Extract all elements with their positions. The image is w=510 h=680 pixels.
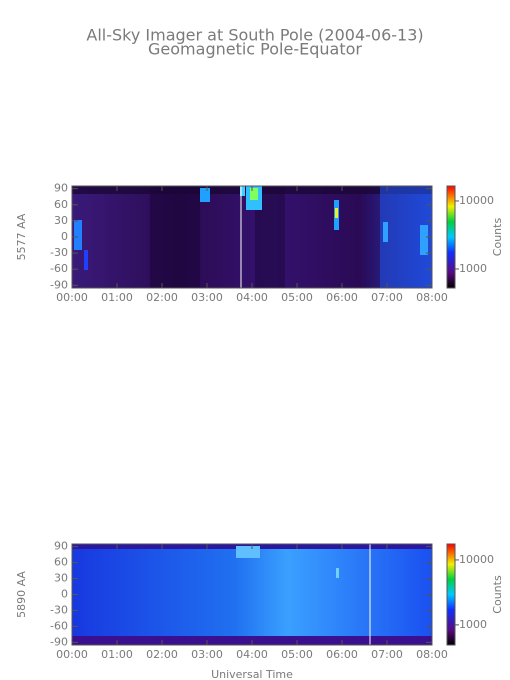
x-tick-label: 05:00 (281, 648, 313, 661)
x-tick-label: 08:00 (416, 291, 448, 304)
colorbar (447, 186, 455, 288)
colorbar-label: Counts (491, 575, 504, 614)
y-tick-label: -60 (50, 262, 68, 275)
keogram-2 (72, 544, 432, 645)
y-tick-label: 60 (54, 198, 68, 211)
colorbar-label: Counts (491, 218, 504, 257)
x-tick-label: 05:00 (281, 291, 313, 304)
y-axis-label: 5890 AA (15, 571, 28, 618)
keogram-1 (72, 186, 432, 288)
y-tick-label: 30 (54, 572, 68, 585)
y-tick-label: -90 (50, 278, 68, 291)
y-tick-label: 60 (54, 556, 68, 569)
colorbar-frame (446, 543, 456, 646)
x-tick-label: 00:00 (56, 648, 88, 661)
colorbar-tick-label: 10000 (459, 194, 494, 207)
subtitle: Geomagnetic Pole-Equator (148, 40, 362, 59)
x-tick-label: 07:00 (371, 291, 403, 304)
x-tick-label: 04:00 (236, 291, 268, 304)
x-axis-label: Universal Time (211, 668, 293, 680)
x-tick-label: 01:00 (101, 648, 133, 661)
x-tick-label: 06:00 (326, 291, 358, 304)
colorbar-tick-label: 1000 (459, 262, 487, 275)
colorbar-frame (446, 185, 456, 289)
x-tick-label: 01:00 (101, 291, 133, 304)
y-tick-label: 0 (61, 588, 68, 601)
y-tick-label: -30 (50, 246, 68, 259)
colorbar-tick-label: 1000 (459, 618, 487, 631)
x-tick-label: 02:00 (146, 291, 178, 304)
colorbar (447, 544, 455, 645)
y-tick-label: 30 (54, 214, 68, 227)
y-tick-label: 0 (61, 230, 68, 243)
x-tick-label: 00:00 (56, 291, 88, 304)
x-tick-label: 02:00 (146, 648, 178, 661)
y-tick-label: 90 (54, 540, 68, 553)
y-tick-label: -60 (50, 619, 68, 632)
colorbar-tick-label: 10000 (459, 553, 494, 566)
y-axis-label: 5577 AA (15, 213, 28, 260)
x-tick-label: 03:00 (191, 648, 223, 661)
y-tick-label: 90 (54, 182, 68, 195)
y-tick-label: -90 (50, 635, 68, 648)
x-tick-label: 08:00 (416, 648, 448, 661)
x-tick-label: 07:00 (371, 648, 403, 661)
y-tick-label: -30 (50, 603, 68, 616)
x-tick-label: 04:00 (236, 648, 268, 661)
title: All-Sky Imager at South Pole (2004-06-13… (86, 26, 423, 45)
x-tick-label: 06:00 (326, 648, 358, 661)
x-tick-label: 03:00 (191, 291, 223, 304)
